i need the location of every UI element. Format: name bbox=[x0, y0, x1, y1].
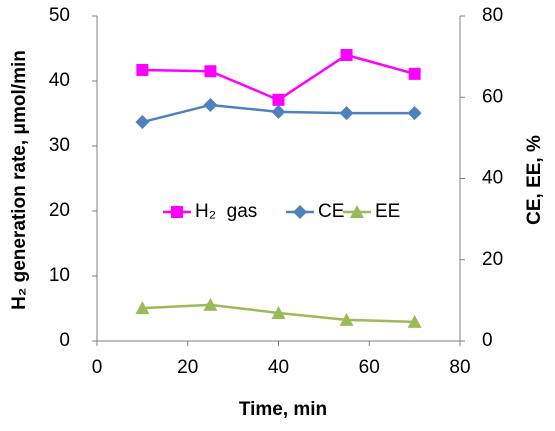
marker bbox=[340, 49, 353, 61]
marker bbox=[203, 297, 218, 311]
x-tick-label: 40 bbox=[268, 357, 289, 378]
marker bbox=[407, 314, 422, 328]
marker bbox=[204, 65, 217, 78]
y2-tick-label: 80 bbox=[482, 5, 503, 26]
y-axis-label: H₂ generation rate, μmol/min bbox=[9, 50, 30, 310]
y2-tick-label: 0 bbox=[482, 330, 493, 351]
marker bbox=[408, 67, 421, 80]
x-tick-label: 20 bbox=[177, 357, 198, 378]
marker bbox=[271, 104, 286, 119]
y-tick-label: 20 bbox=[49, 200, 70, 221]
marker bbox=[339, 106, 354, 121]
x-tick-label: 0 bbox=[92, 357, 103, 378]
x-tick-label: 80 bbox=[449, 357, 470, 378]
y-tick-label: 30 bbox=[49, 135, 70, 156]
legend-label: CE bbox=[318, 201, 344, 222]
legend-marker bbox=[293, 205, 307, 219]
marker bbox=[203, 97, 218, 112]
marker bbox=[135, 301, 150, 315]
marker bbox=[136, 63, 149, 76]
marker bbox=[135, 115, 150, 130]
y2-axis-label: CE, EE, % bbox=[524, 135, 545, 225]
x-axis-label: Time, min bbox=[239, 399, 327, 420]
y2-tick-label: 40 bbox=[482, 168, 503, 189]
legend-label: H₂ gas bbox=[195, 201, 257, 222]
x-tick-label: 60 bbox=[359, 357, 380, 378]
legend-label: EE bbox=[375, 201, 400, 222]
series-line bbox=[142, 53, 415, 102]
y-tick-label: 40 bbox=[49, 70, 70, 91]
legend-marker bbox=[171, 206, 183, 218]
marker bbox=[339, 312, 354, 326]
y2-tick-label: 20 bbox=[482, 249, 503, 270]
y-tick-label: 10 bbox=[49, 265, 70, 286]
legend-marker bbox=[350, 205, 364, 218]
marker bbox=[407, 106, 422, 121]
marker bbox=[271, 305, 286, 319]
marker bbox=[272, 93, 285, 106]
y-tick-label: 0 bbox=[59, 330, 70, 351]
y2-tick-label: 60 bbox=[482, 86, 503, 107]
y-tick-label: 50 bbox=[49, 5, 70, 26]
